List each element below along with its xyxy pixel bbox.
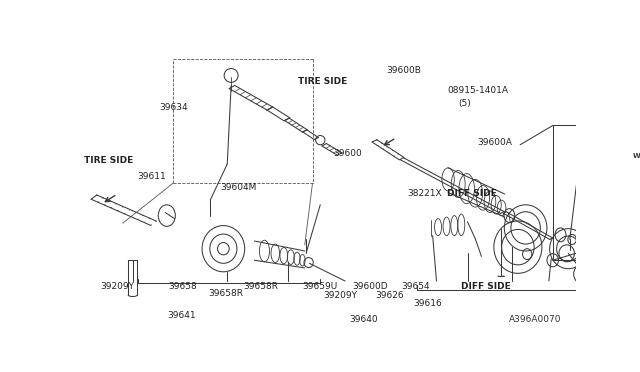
Text: 08915-1401A: 08915-1401A bbox=[447, 86, 508, 95]
Text: 39600D: 39600D bbox=[352, 282, 387, 291]
Circle shape bbox=[632, 172, 640, 176]
Circle shape bbox=[577, 133, 587, 138]
Text: DIFF SIDE: DIFF SIDE bbox=[447, 189, 497, 198]
Text: 38221X: 38221X bbox=[408, 189, 442, 198]
Text: 39604M: 39604M bbox=[220, 183, 256, 192]
Text: 39626: 39626 bbox=[375, 291, 404, 300]
Text: 39209Y: 39209Y bbox=[100, 282, 134, 291]
Text: 39658R: 39658R bbox=[208, 289, 243, 298]
Text: 39600: 39600 bbox=[333, 149, 362, 158]
Text: TIRE SIDE: TIRE SIDE bbox=[298, 77, 348, 86]
Text: 39611: 39611 bbox=[137, 172, 166, 181]
Text: 39616: 39616 bbox=[413, 299, 442, 308]
Text: 39600B: 39600B bbox=[387, 66, 421, 75]
Text: 39634: 39634 bbox=[159, 103, 188, 112]
Text: 39659U: 39659U bbox=[302, 282, 337, 291]
Text: 39658R: 39658R bbox=[244, 282, 278, 291]
Text: 39641: 39641 bbox=[167, 311, 195, 320]
Text: 39640: 39640 bbox=[349, 315, 378, 324]
Text: 39600A: 39600A bbox=[477, 138, 511, 147]
Text: TIRE SIDE: TIRE SIDE bbox=[84, 156, 133, 165]
Text: 39209Y: 39209Y bbox=[323, 291, 357, 300]
Text: W: W bbox=[632, 153, 640, 159]
Text: 39654: 39654 bbox=[401, 282, 430, 291]
Text: 39658: 39658 bbox=[168, 282, 197, 291]
Text: (5): (5) bbox=[458, 99, 470, 108]
Text: A396A0070: A396A0070 bbox=[509, 315, 561, 324]
Text: DIFF SIDE: DIFF SIDE bbox=[461, 282, 511, 291]
